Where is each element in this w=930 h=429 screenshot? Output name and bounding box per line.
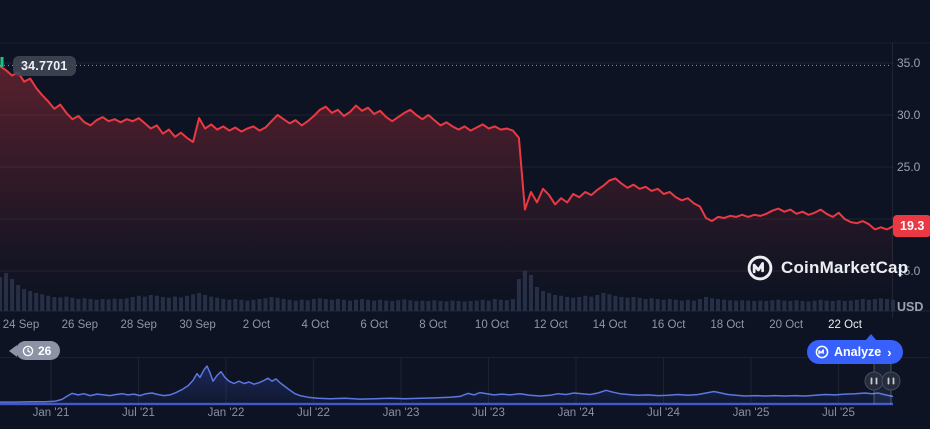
watermark-text: CoinMarketCap — [781, 258, 909, 277]
x-axis-label: 24 Sep — [2, 319, 40, 331]
x-axis-label: 26 Sep — [61, 319, 99, 331]
navigator-date-label: Jan '24 — [557, 407, 595, 419]
y-axis-label: 30.0 — [897, 108, 921, 122]
x-axis-label: 22 Oct — [828, 319, 862, 331]
open-price-label: 34.7701 — [13, 56, 76, 76]
x-axis-label: 16 Oct — [651, 319, 686, 331]
coinmarketcap-icon — [815, 345, 829, 359]
history-count-value: 26 — [38, 343, 52, 358]
navigator-date-label: Jan '21 — [32, 407, 70, 419]
analyze-button[interactable]: Analyze › — [807, 334, 903, 364]
x-axis-label: 8 Oct — [419, 319, 447, 331]
navigator-baseline — [0, 402, 893, 406]
navigator-date-label: Jan '22 — [207, 407, 245, 419]
y-axis-label: 25.0 — [897, 160, 921, 174]
chevron-right-icon: › — [887, 344, 892, 360]
navigator-area — [0, 366, 893, 404]
x-axis-label: 14 Oct — [592, 319, 627, 331]
navigator-handle-left[interactable] — [864, 371, 884, 391]
y-axis-label: 15.0 — [897, 264, 921, 278]
price-line — [0, 65, 894, 231]
navigator-date-label: Jan '25 — [732, 407, 770, 419]
x-axis-label: 12 Oct — [533, 319, 568, 331]
navigator-date-label: Jul '24 — [647, 407, 680, 419]
navigator-line — [0, 365, 894, 403]
coinmarketcap-logo-icon — [747, 255, 773, 281]
coinmarketcap-watermark: CoinMarketCap — [747, 255, 908, 281]
x-axis-label: 20 Oct — [769, 319, 804, 331]
history-count-badge[interactable]: 26 — [16, 341, 61, 360]
navigator-date-label: Jul '21 — [122, 407, 155, 419]
x-axis-label: 28 Sep — [120, 319, 157, 331]
x-axis-label: 2 Oct — [242, 319, 271, 331]
x-axis-label: 18 Oct — [710, 319, 745, 331]
clock-icon — [22, 345, 34, 356]
y-axis-label: 35.0 — [897, 56, 921, 70]
current-price-badge: 19.3 — [893, 215, 930, 237]
navigator-handle-right[interactable] — [881, 371, 901, 391]
x-axis-label: 6 Oct — [360, 319, 388, 331]
x-axis-label: 4 Oct — [301, 319, 330, 331]
analyze-label: Analyze — [834, 345, 882, 359]
navigator-date-label: Jul '22 — [297, 407, 330, 419]
navigator-date-label: Jul '25 — [822, 407, 855, 419]
navigator-date-label: Jan '23 — [382, 407, 420, 419]
x-axis-label: 10 Oct — [474, 319, 509, 331]
currency-label: USD — [897, 300, 924, 314]
navigator-date-label: Jul '23 — [472, 407, 505, 419]
x-axis-label: 30 Sep — [179, 319, 216, 331]
